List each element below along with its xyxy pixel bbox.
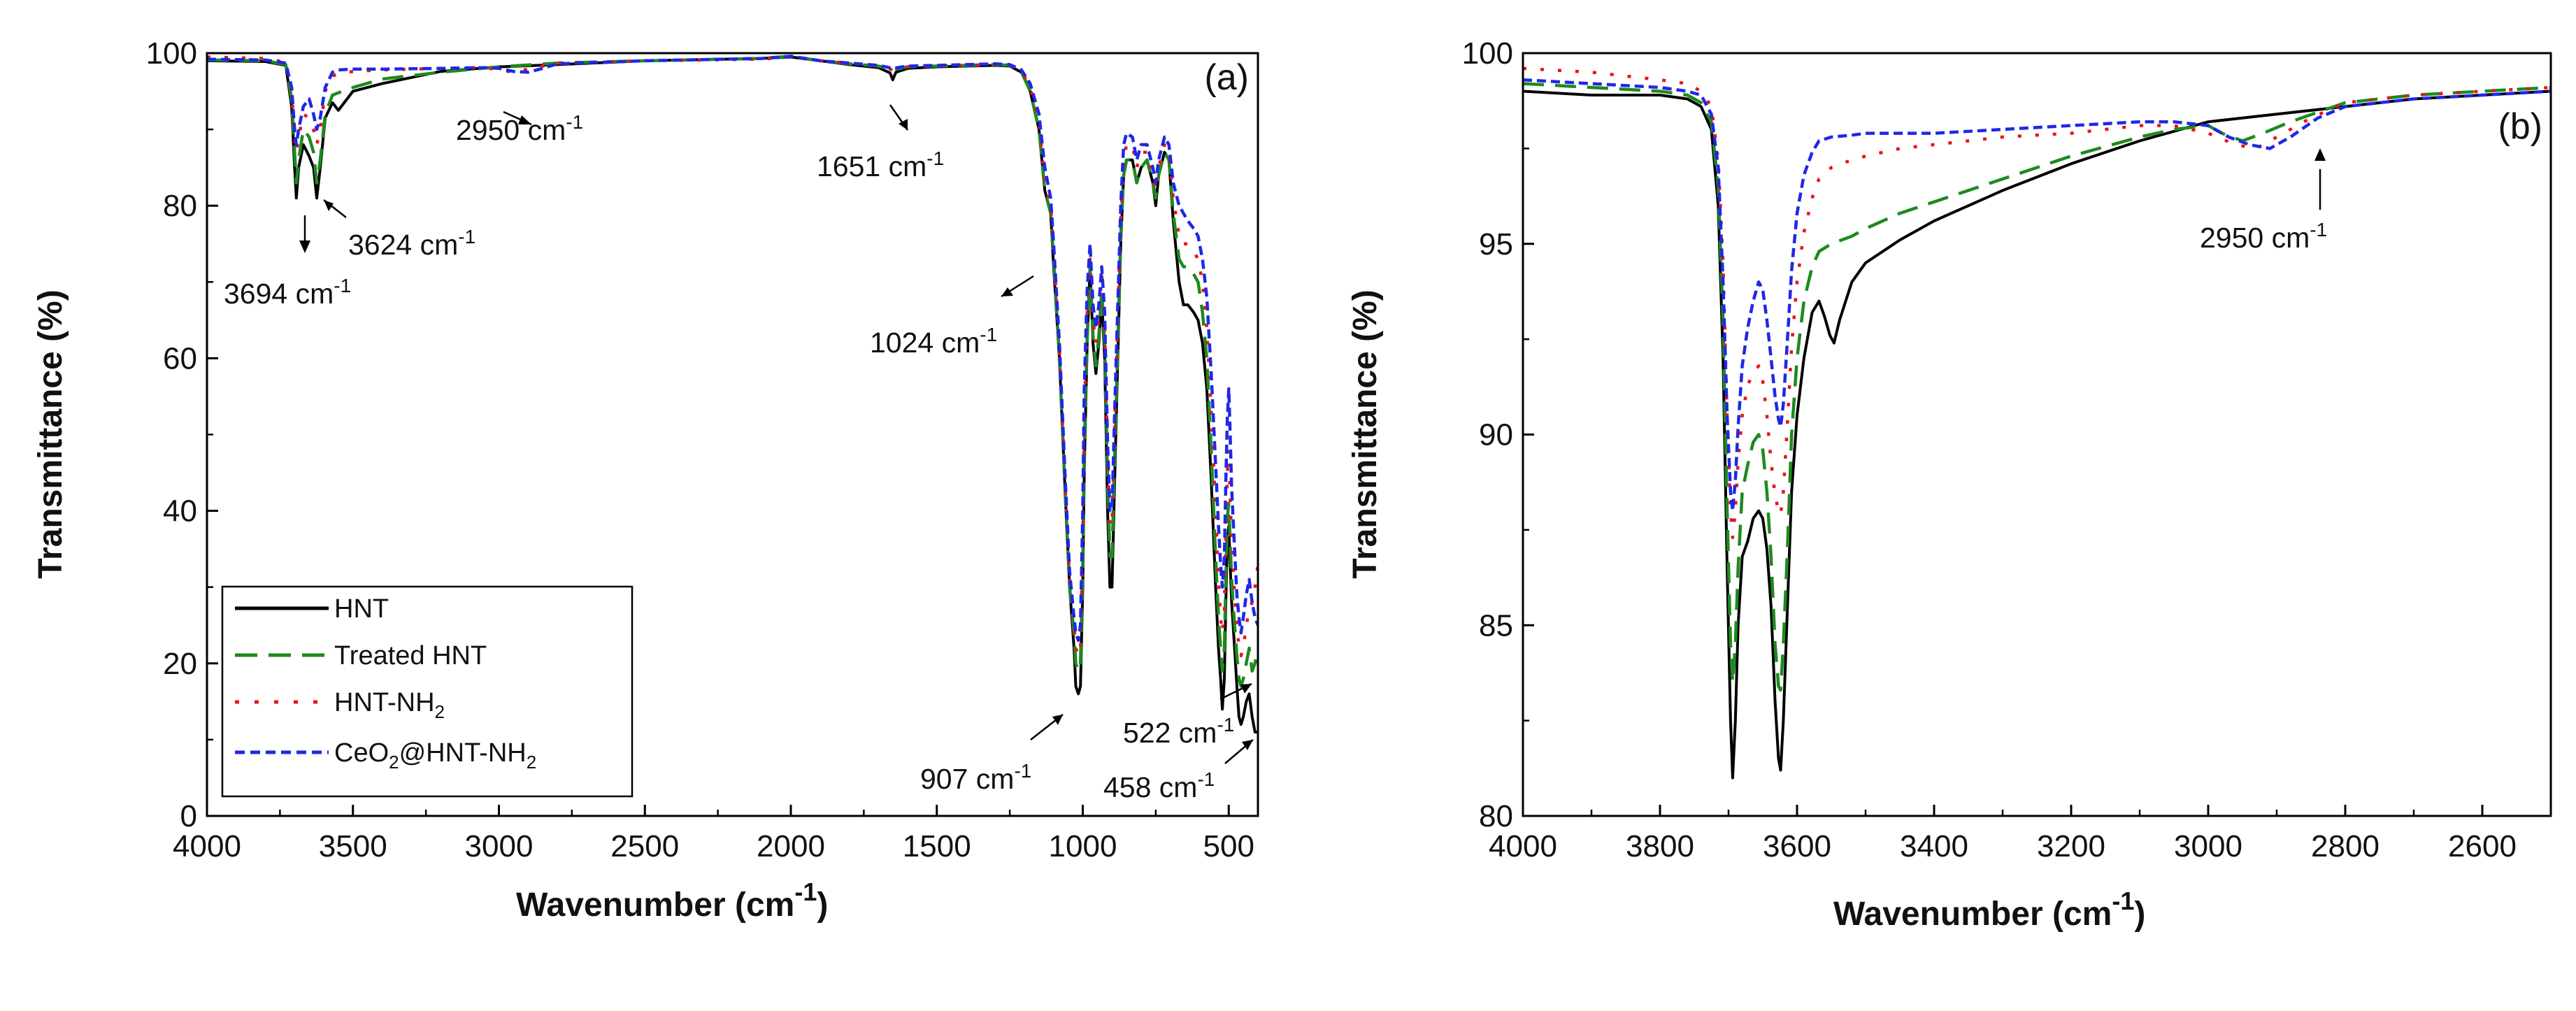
annotation-2950-a: 2950 cm-1 (456, 111, 583, 146)
y-tick-label-60-panel-a: 60 (163, 341, 197, 375)
annotation-1024: 1024 cm-1 (870, 324, 997, 359)
legend: HNT Treated HNT HNT-NH2 CeO2@HNT-NH2 (221, 585, 634, 798)
annotation-arrowhead-1024 (1001, 287, 1013, 296)
x-tick-label-2800-panel-b: 2800 (2311, 829, 2380, 863)
annotation-arrowhead-2950 (518, 115, 531, 124)
y-tick-label-85-panel-b: 85 (1479, 608, 1513, 643)
panel-a-annotations (299, 104, 1254, 764)
y-tick-label-95-panel-b: 95 (1479, 227, 1513, 261)
x-tick-label-3500-panel-a: 3500 (319, 829, 387, 863)
series-line-hnt-nh2-panel-b (1523, 66, 2551, 540)
x-tick-label-3800-panel-b: 3800 (1626, 829, 1694, 863)
legend-label-treated-hnt: Treated HNT (334, 641, 487, 671)
annotation-3624: 3624 cm-1 (348, 226, 475, 261)
series-line-hnt-panel-b (1523, 89, 2551, 780)
series-line-ceo2-hnt-nh2-panel-b (1523, 78, 2551, 512)
y-tick-label-80-panel-a: 80 (163, 189, 197, 223)
panel-a-y-axis-title: Transmittance (%) (32, 289, 69, 578)
panel-b-ticks: 4000 3800 3600 3400 3200 3000 2800 2600 80 85 90 95… (1462, 36, 2517, 863)
annotation-arrowhead-522 (1240, 684, 1252, 694)
x-tick-label-3000-panel-a: 3000 (465, 829, 534, 863)
legend-box (221, 585, 634, 798)
annotation-2950-b: 2950 cm-1 (2200, 219, 2327, 254)
x-tick-label-4000-panel-b: 4000 (1489, 829, 1557, 863)
y-tick-label-20-panel-a: 20 (163, 647, 197, 681)
x-tick-label-1500-panel-a: 1500 (903, 829, 971, 863)
panel-a-ticks: 4000 3500 3000 2500 2000 1500 1000 500 0 20 40 60 80… (146, 36, 1254, 863)
annotation-arrowhead-458 (1242, 740, 1253, 750)
y-tick-label-90-panel-b: 90 (1479, 418, 1513, 452)
series-line-treated-hnt-panel-b (1523, 82, 2551, 692)
annotation-458: 458 cm-1 (1103, 768, 1215, 803)
annotation-522: 522 cm-1 (1123, 714, 1234, 749)
panel-b-x-axis-title: Wavenumber (cm-1) (1833, 887, 2145, 933)
annotation-arrowhead-907 (1052, 715, 1063, 725)
x-tick-label-500-panel-a: 500 (1203, 829, 1254, 863)
panel-b-annotations (2314, 148, 2326, 210)
x-tick-label-2600-panel-b: 2600 (2448, 829, 2517, 863)
series-line-treated-hnt-panel-a (207, 55, 1258, 688)
annotation-3694: 3694 cm-1 (224, 275, 351, 310)
legend-label-hnt: HNT (334, 594, 389, 624)
x-tick-label-2000-panel-a: 2000 (757, 829, 825, 863)
x-tick-label-3600-panel-b: 3600 (1763, 829, 1831, 863)
y-tick-label-0-panel-a: 0 (180, 799, 197, 833)
legend-label-ceo2-hnt-nh2: CeO2@HNT-NH2 (334, 738, 536, 773)
annotation-907: 907 cm-1 (920, 760, 1031, 795)
y-tick-label-100-panel-b: 100 (1462, 36, 1513, 71)
annotation-arrowhead-1651 (899, 119, 908, 130)
y-tick-label-100-panel-a: 100 (146, 36, 197, 71)
panel-b-label: (b) (2498, 106, 2542, 147)
annotation-arrowhead-2950-b (2314, 148, 2326, 161)
y-tick-label-40-panel-a: 40 (163, 494, 197, 529)
panel-a-label: (a) (1204, 57, 1249, 98)
panel-b-chart: 4000 3800 3600 3400 3200 3000 2800 2600 80 85 90 95… (1347, 36, 2552, 933)
annotation-arrowhead-3624 (324, 200, 334, 211)
x-tick-label-2500-panel-a: 2500 (610, 829, 679, 863)
annotation-1651: 1651 cm-1 (817, 148, 944, 182)
x-tick-label-1000-panel-a: 1000 (1049, 829, 1117, 863)
y-tick-label-80-panel-b: 80 (1479, 799, 1513, 833)
panel-a-chart: 4000 3500 3000 2500 2000 1500 1000 500 0 20 40 60 80… (32, 36, 1259, 924)
annotation-arrowhead-3694 (299, 241, 310, 253)
panel-a-series-group (207, 55, 1258, 733)
panel-b-series-group (1523, 66, 2551, 780)
legend-label-hnt-nh2: HNT-NH2 (334, 688, 445, 722)
x-tick-label-3000-panel-b: 3000 (2174, 829, 2242, 863)
x-tick-label-3400-panel-b: 3400 (1900, 829, 1968, 863)
x-tick-label-3200-panel-b: 3200 (2037, 829, 2105, 863)
x-tick-label-4000-panel-a: 4000 (173, 829, 241, 863)
panel-a-x-axis-title: Wavenumber (cm-1) (516, 877, 828, 924)
panel-b-y-axis-title: Transmittance (%) (1347, 289, 1384, 578)
series-line-ceo2-hnt-nh2-panel-a (207, 55, 1258, 643)
series-line-hnt-nh2-panel-a (207, 55, 1258, 658)
